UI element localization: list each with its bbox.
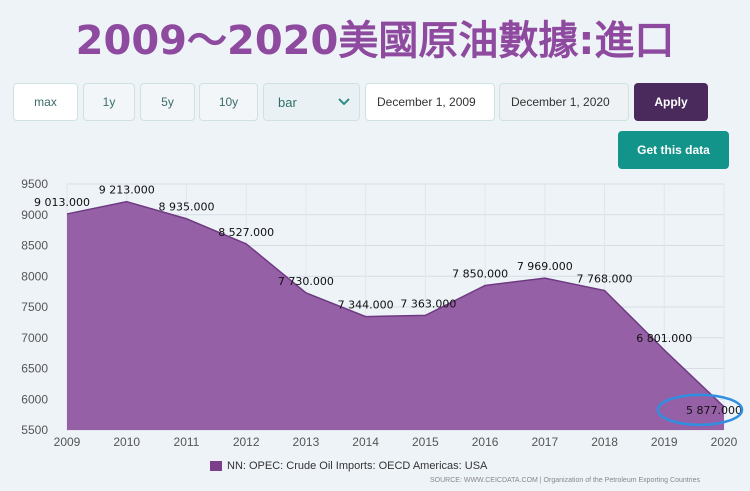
range-button-5y[interactable]: 5y <box>140 83 195 121</box>
data-label: 8 527.000 <box>218 226 274 239</box>
data-label: 7 768.000 <box>577 273 633 286</box>
y-tick-label: 6500 <box>21 362 48 376</box>
y-tick-label: 5500 <box>21 423 48 437</box>
range-button-max[interactable]: max <box>13 83 78 121</box>
data-label: 5 877.000 <box>686 404 742 417</box>
data-label: 7 969.000 <box>517 260 573 273</box>
end-date-input[interactable]: December 1, 2020 <box>499 83 629 121</box>
series-line <box>66 200 725 408</box>
x-tick-label: 2016 <box>472 435 499 449</box>
data-label: 9 013.000 <box>34 196 90 209</box>
y-tick-label: 8500 <box>21 239 48 253</box>
data-label: 7 730.000 <box>278 275 334 288</box>
source-note: SOURCE: WWW.CEICDATA.COM | Organization … <box>430 477 700 484</box>
y-tick-label: 9500 <box>21 177 48 191</box>
data-label: 7 344.000 <box>338 299 394 312</box>
x-tick-label: 2014 <box>352 435 379 449</box>
legend-swatch <box>210 461 222 471</box>
area-series <box>67 201 724 430</box>
range-button-10y[interactable]: 10y <box>199 83 258 121</box>
y-tick-label: 8000 <box>21 269 48 283</box>
x-tick-label: 2010 <box>113 435 140 449</box>
chart-type-select[interactable]: bar <box>263 83 360 121</box>
apply-button[interactable]: Apply <box>634 83 708 121</box>
start-date-input[interactable]: December 1, 2009 <box>365 83 495 121</box>
x-tick-label: 2009 <box>54 435 81 449</box>
x-tick-label: 2013 <box>293 435 320 449</box>
page-title: 2009～2020美國原油數據:進口 <box>75 18 675 64</box>
data-label: 8 935.000 <box>158 201 214 214</box>
x-tick-label: 2015 <box>412 435 439 449</box>
y-tick-label: 7000 <box>21 331 48 345</box>
chart-type-value: bar <box>278 94 297 110</box>
legend[interactable]: NN: OPEC: Crude Oil Imports: OECD Americ… <box>210 460 487 472</box>
legend-label: NN: OPEC: Crude Oil Imports: OECD Americ… <box>227 460 488 472</box>
x-tick-label: 2020 <box>711 435 738 449</box>
area-chart: 5500 6000 6500 7000 7500 8000 8500 9000 9500 2009… <box>21 177 744 449</box>
data-label: 7 850.000 <box>452 267 508 280</box>
x-tick-label: 2011 <box>174 435 200 449</box>
y-tick-label: 6000 <box>21 392 48 406</box>
x-tick-label: 2019 <box>651 435 678 449</box>
y-tick-label: 9000 <box>21 208 48 222</box>
data-label: 6 801.000 <box>636 332 692 345</box>
y-tick-label: 7500 <box>21 300 48 314</box>
highlight-circle <box>656 393 744 427</box>
data-label: 9 213.000 <box>99 184 155 197</box>
x-tick-label: 2018 <box>591 435 618 449</box>
x-tick-label: 2012 <box>233 435 260 449</box>
get-data-button[interactable]: Get this data <box>618 131 729 169</box>
chevron-down-icon <box>338 98 350 106</box>
x-tick-label: 2017 <box>531 435 558 449</box>
data-label: 7 363.000 <box>400 297 456 310</box>
range-button-1y[interactable]: 1y <box>83 83 135 121</box>
